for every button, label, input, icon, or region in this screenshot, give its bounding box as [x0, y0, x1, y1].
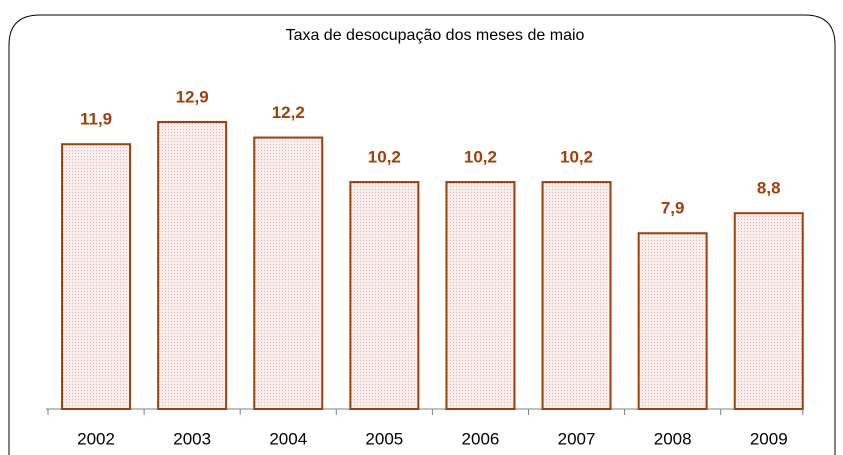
value-label: 10,2	[368, 148, 401, 167]
x-tick-label: 2009	[750, 429, 788, 448]
bar	[61, 143, 132, 410]
value-label: 7,9	[661, 199, 685, 218]
x-tick-label: 2005	[365, 429, 403, 448]
x-tick-label: 2004	[269, 429, 307, 448]
value-label: 12,2	[272, 103, 305, 122]
x-tick-label: 2003	[173, 429, 211, 448]
x-tick-label: 2008	[654, 429, 692, 448]
bar	[637, 232, 708, 410]
bar	[349, 181, 420, 410]
value-label: 8,8	[757, 179, 781, 198]
bar	[157, 120, 228, 410]
value-label: 12,9	[176, 87, 209, 106]
bar	[541, 181, 612, 410]
chart-title: Taxa de desocupação dos meses de maio	[286, 27, 585, 44]
bar	[445, 181, 516, 410]
x-tick-label: 2002	[77, 429, 115, 448]
bar	[733, 212, 804, 410]
x-tick-label: 2006	[462, 429, 500, 448]
value-label: 10,2	[560, 148, 593, 167]
x-tick-label: 2007	[558, 429, 596, 448]
value-label: 10,2	[464, 148, 497, 167]
value-label: 11,9	[80, 110, 112, 129]
bar	[253, 136, 324, 411]
frame	[8, 14, 836, 455]
